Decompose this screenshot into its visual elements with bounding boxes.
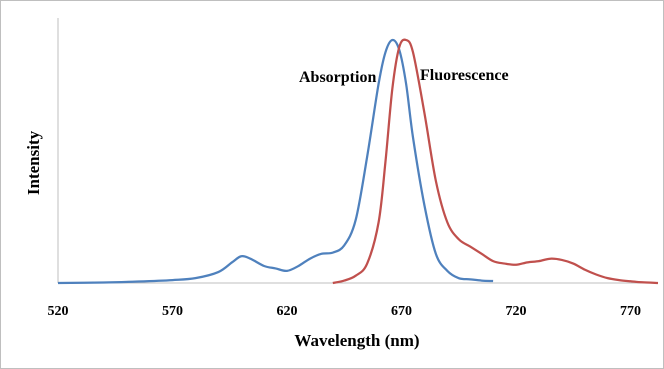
- series-line-absorption: [57, 38, 494, 285]
- series-lines: [57, 38, 659, 285]
- y-axis-title: Intensity: [24, 130, 43, 195]
- x-tick-labels: 520 570 620 670 720 770: [48, 304, 642, 319]
- annotation-fluorescence: Fluorescence: [420, 67, 509, 84]
- x-tick-label: 620: [277, 304, 298, 319]
- x-tick-label: 520: [48, 304, 69, 319]
- chart-axes: [57, 18, 658, 284]
- series-line-fluorescence: [332, 38, 659, 285]
- x-tick-label: 570: [162, 304, 183, 319]
- x-tick-label: 670: [391, 304, 412, 319]
- x-tick-label: 720: [506, 304, 527, 319]
- x-axis-title: Wavelength (nm): [294, 331, 419, 350]
- x-tick-label: 770: [620, 304, 641, 319]
- annotation-absorption: Absorption: [299, 69, 376, 86]
